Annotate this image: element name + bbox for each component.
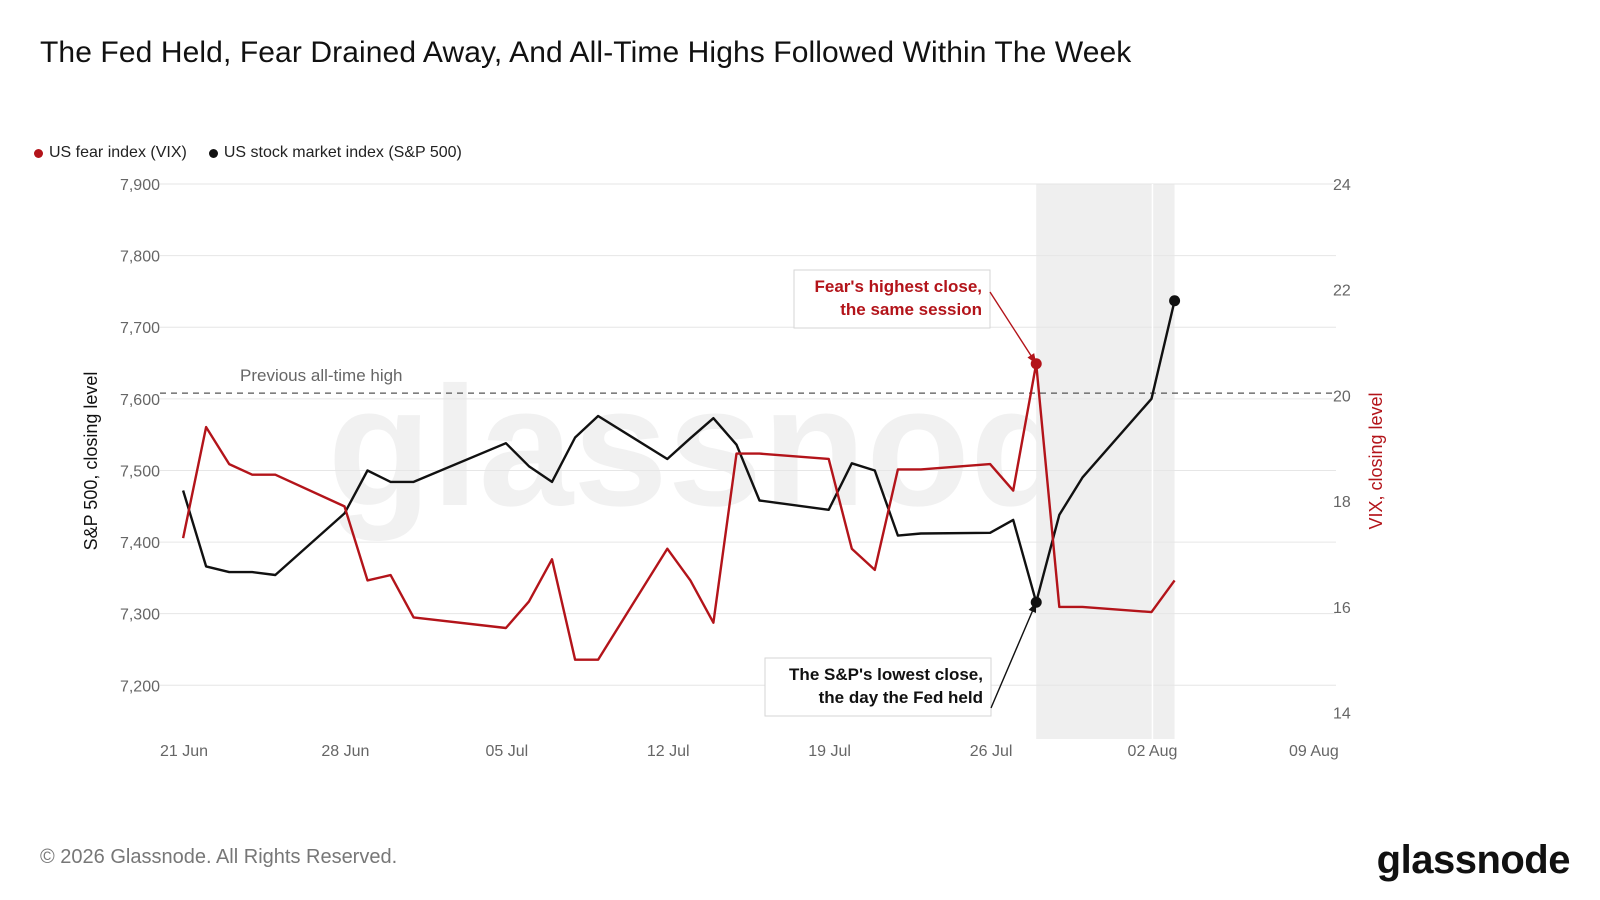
chart-title: The Fed Held, Fear Drained Away, And All…: [40, 36, 1132, 69]
watermark-text: glassnode: [328, 352, 1169, 542]
brand-logo: glassnode: [1376, 838, 1571, 882]
legend-item-vix[interactable]: US fear index (VIX): [34, 144, 187, 162]
y-left-axis-title: S&P 500, closing level: [81, 372, 101, 551]
y-left-tick-label: 7,300: [120, 607, 160, 624]
chart-plot: glassnode 7,200 7,300 7,400 7,500 7,600 7,700 7…: [81, 177, 1386, 760]
x-tick-label: 05 Jul: [485, 743, 528, 760]
annotation-point: [1030, 358, 1042, 370]
copyright-text: © 2026 Glassnode. All Rights Reserved.: [40, 846, 398, 868]
legend-dot-vix: [34, 148, 43, 158]
y-right-tick-label: 22: [1333, 283, 1351, 300]
annotation-leader: [990, 609, 1034, 709]
reference-line-label: Previous all-time high: [240, 366, 403, 385]
series-line-vix: [181, 362, 1176, 661]
x-tick-label: 09 Aug: [1289, 743, 1339, 760]
x-tick-label: 12 Jul: [647, 743, 690, 760]
y-right-tick-label: 14: [1333, 706, 1351, 723]
y-right-tick-label: 16: [1333, 600, 1351, 617]
annotation-text: the day the Fed held: [819, 688, 983, 707]
y-left-tick-label: 7,800: [120, 249, 160, 266]
annotation-text: the same session: [840, 300, 982, 319]
annotation-box: [793, 269, 991, 329]
y-left-tick-label: 7,400: [120, 535, 160, 552]
y-left-tick-label: 7,700: [120, 320, 160, 337]
legend-label-vix: US fear index (VIX): [49, 144, 187, 161]
annotation-point: [1030, 596, 1042, 608]
legend-item-sp500[interactable]: US stock market index (S&P 500): [208, 144, 462, 162]
y-left-tick-label: 7,500: [120, 463, 160, 480]
annotation-text: The S&P's lowest close,: [789, 665, 983, 684]
x-tick-label: 26 Jul: [970, 743, 1013, 760]
y-right-tick-label: 20: [1333, 388, 1351, 405]
y-right-tick-label: 24: [1333, 177, 1351, 194]
y-left-tick-label: 7,900: [120, 177, 160, 194]
x-tick-label: 19 Jul: [808, 743, 851, 760]
y-right-tick-label: 18: [1333, 494, 1351, 511]
x-tick-label: 28 Jun: [321, 743, 369, 760]
shaded-region: [1036, 184, 1175, 739]
legend: US fear index (VIX) US stock market inde…: [34, 144, 462, 162]
annotation-text: Fear's highest close,: [815, 277, 983, 296]
legend-label-sp500: US stock market index (S&P 500): [223, 144, 462, 161]
annotation-box: [764, 657, 992, 717]
x-tick-label: 21 Jun: [160, 743, 208, 760]
x-tick-label: 02 Aug: [1128, 743, 1178, 760]
series-line-sp500: [181, 300, 1176, 604]
y-right-axis-title: VIX, closing level: [1366, 392, 1386, 529]
y-left-tick-label: 7,200: [120, 678, 160, 695]
sp500-last-point: [1169, 295, 1181, 307]
legend-dot-sp500: [208, 148, 218, 158]
y-left-tick-label: 7,600: [120, 392, 160, 409]
annotation-leader: [989, 291, 1033, 358]
